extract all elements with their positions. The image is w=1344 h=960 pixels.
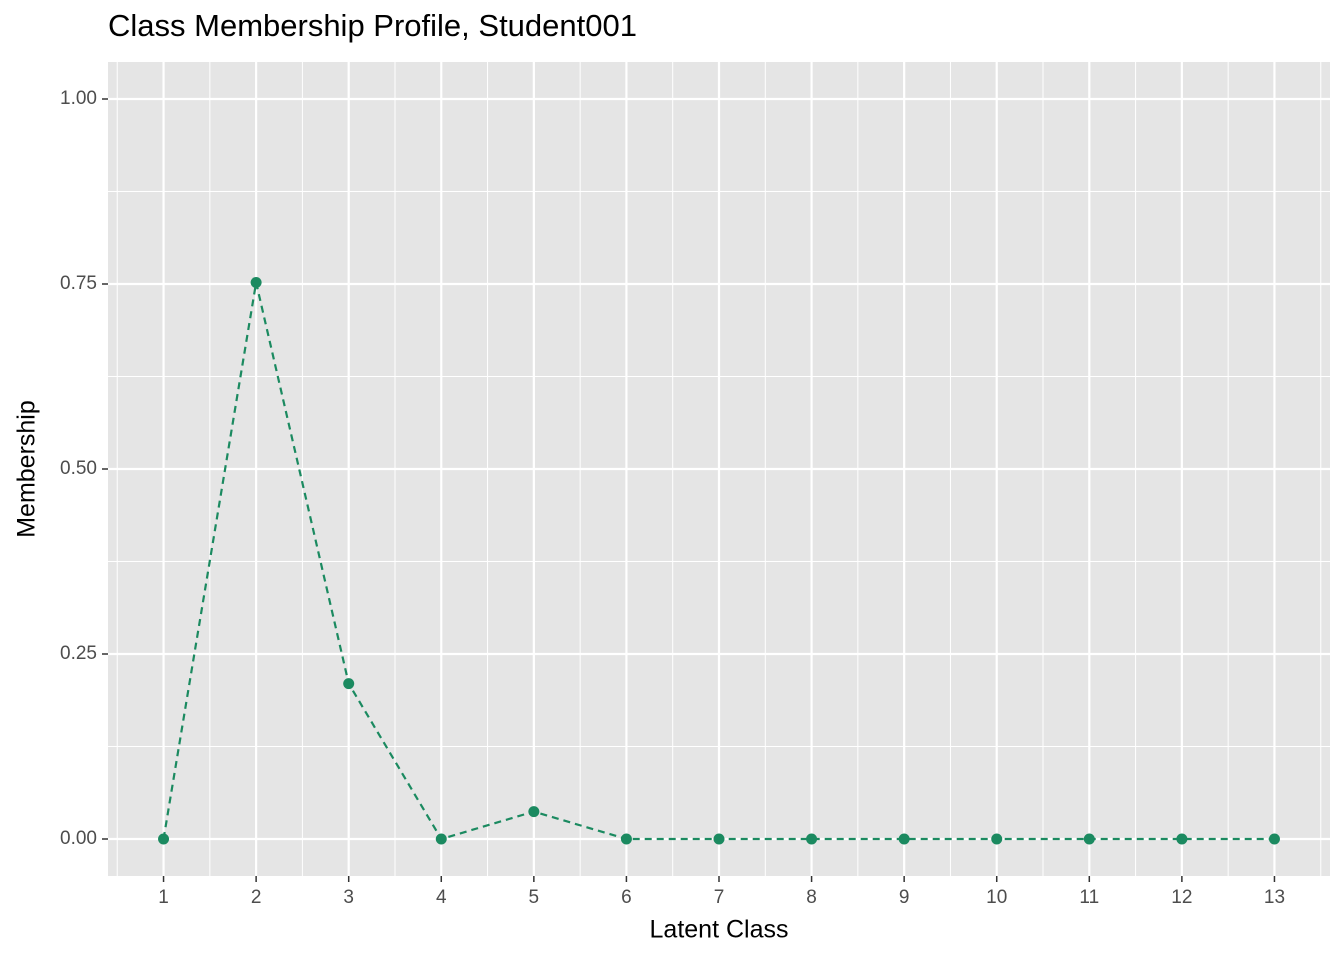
data-point (343, 678, 355, 690)
x-tick-label: 1 (158, 887, 169, 908)
y-axis-title: Membership (13, 400, 41, 538)
data-point (250, 277, 262, 289)
x-tick-label: 13 (1264, 887, 1285, 908)
x-tick-label: 2 (251, 887, 262, 908)
x-tick-label: 8 (806, 887, 817, 908)
data-point (158, 833, 170, 845)
data-point (1083, 833, 1095, 845)
x-tick-label: 11 (1079, 887, 1099, 908)
data-point (1176, 833, 1188, 845)
y-tick-label: 0.75 (60, 273, 97, 294)
y-tick-label: 0.25 (60, 643, 97, 664)
data-point (991, 833, 1003, 845)
data-point (1268, 833, 1280, 845)
x-tick-label: 7 (714, 887, 725, 908)
x-tick-label: 5 (529, 887, 540, 908)
x-axis-title: Latent Class (650, 916, 789, 944)
data-point (713, 833, 725, 845)
x-tick-label: 9 (899, 887, 910, 908)
x-tick-label: 10 (986, 887, 1007, 908)
data-point (898, 833, 910, 845)
x-tick-label: 6 (621, 887, 632, 908)
data-point (620, 833, 632, 845)
y-tick-label: 1.00 (60, 88, 97, 109)
x-tick-label: 4 (436, 887, 447, 908)
data-point (528, 806, 540, 818)
y-tick-label: 0.00 (60, 828, 97, 849)
data-point (435, 833, 447, 845)
x-tick-label: 3 (343, 887, 354, 908)
data-point (806, 833, 818, 845)
x-tick-label: 12 (1171, 887, 1192, 908)
chart-title: Class Membership Profile, Student001 (108, 8, 637, 43)
y-tick-label: 0.50 (60, 458, 97, 479)
